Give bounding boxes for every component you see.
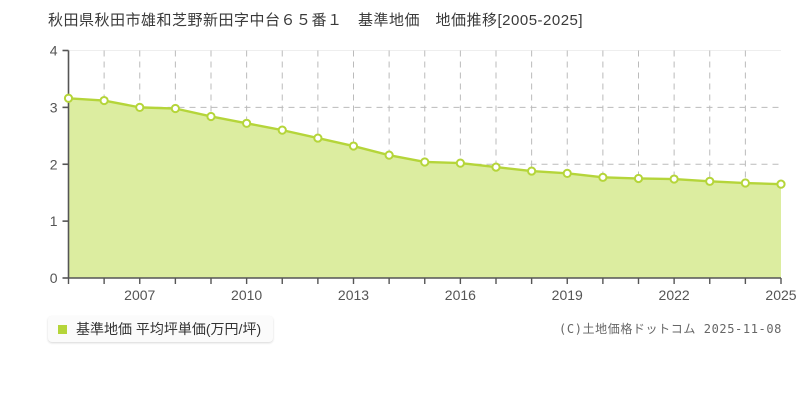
svg-text:2019: 2019 — [552, 287, 583, 303]
copyright-credit: (C)土地価格ドットコム 2025-11-08 — [559, 322, 782, 336]
svg-text:3: 3 — [50, 99, 58, 115]
legend-swatch-icon — [58, 324, 67, 334]
svg-text:2010: 2010 — [231, 287, 262, 303]
legend-label: 基準地価 平均坪単価(万円/坪) — [76, 321, 262, 337]
legend: 基準地価 平均坪単価(万円/坪) — [48, 316, 274, 342]
data-point-markers — [63, 93, 786, 189]
svg-text:2: 2 — [50, 156, 58, 172]
svg-text:2013: 2013 — [338, 287, 369, 303]
svg-text:4: 4 — [50, 43, 58, 59]
y-axis-tick-labels: 0 1 2 3 4 — [50, 43, 58, 287]
area-fill — [68, 98, 781, 279]
svg-text:1: 1 — [50, 213, 58, 229]
chart-title: 秋田県秋田市雄和芝野新田字中台６５番１ 基準地価 地価推移[2005-2025] — [48, 12, 584, 29]
svg-text:2007: 2007 — [124, 287, 155, 303]
svg-text:2022: 2022 — [659, 287, 690, 303]
svg-text:2016: 2016 — [445, 287, 476, 303]
svg-text:2025: 2025 — [765, 287, 796, 303]
axis-ticks — [62, 49, 782, 284]
x-axis-tick-labels: 2007 2010 2013 2016 2019 2022 2025 — [124, 287, 797, 303]
svg-text:0: 0 — [50, 270, 58, 286]
